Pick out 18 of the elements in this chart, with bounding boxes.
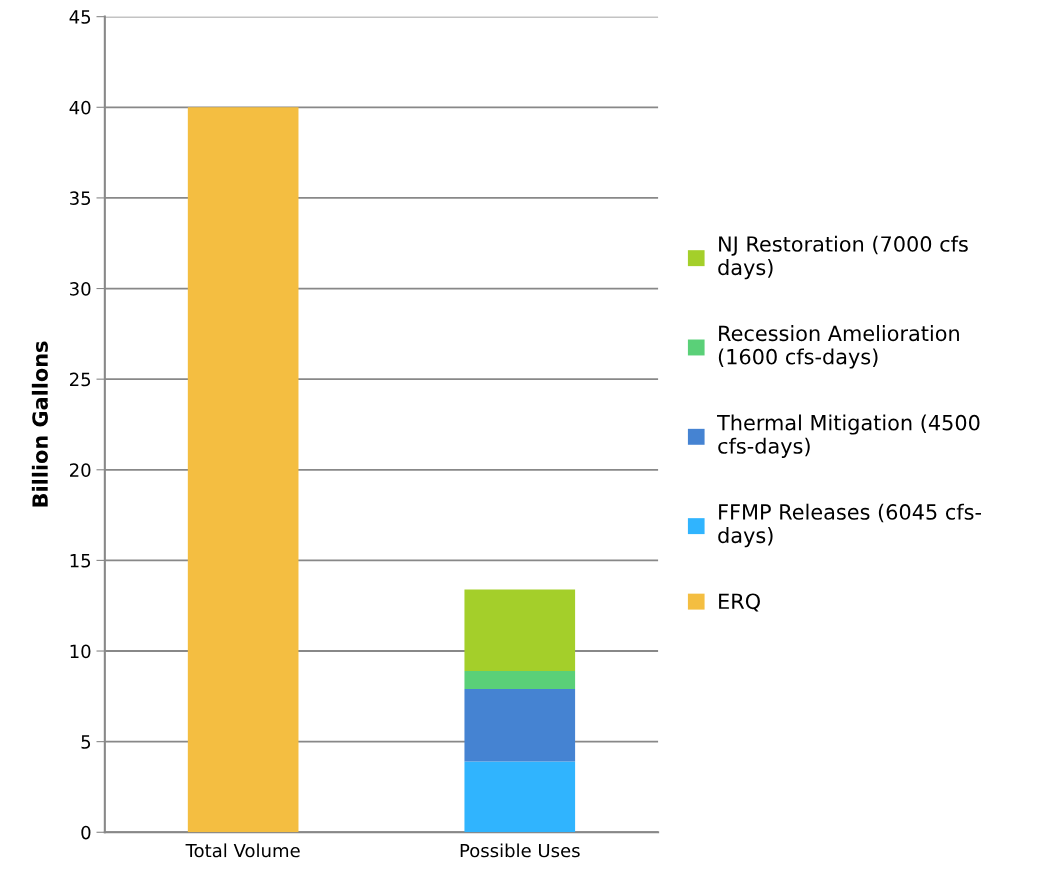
- legend-label: Thermal Mitigation (4500 cfs-days): [717, 414, 980, 458]
- x-tick-label: Total Volume: [185, 843, 300, 858]
- y-tick-label: 10: [70, 644, 91, 659]
- legend-label: Recession Amelioration (1600 cfs-days): [718, 325, 959, 369]
- y-tick-label: 25: [69, 372, 91, 387]
- y-tick-label: 30: [70, 281, 91, 296]
- y-axis-title: Billion Gallons: [31, 341, 48, 507]
- y-tick-label: 20: [69, 463, 91, 477]
- legend-label: FFMP Releases (6045 cfs- days): [718, 503, 981, 548]
- y-tick-label: 40: [69, 100, 91, 115]
- legend-label: NJ Restoration (7000 cfs days): [718, 235, 968, 280]
- y-tick-label: 45: [69, 10, 91, 24]
- y-tick-label: 0: [81, 825, 91, 840]
- x-tick-label: Possible Uses: [460, 843, 580, 858]
- y-tick-label: 15: [70, 554, 91, 568]
- legend-label: ERQ: [719, 593, 760, 612]
- y-tick-label: 5: [81, 735, 91, 749]
- y-tick-label: 35: [70, 191, 91, 206]
